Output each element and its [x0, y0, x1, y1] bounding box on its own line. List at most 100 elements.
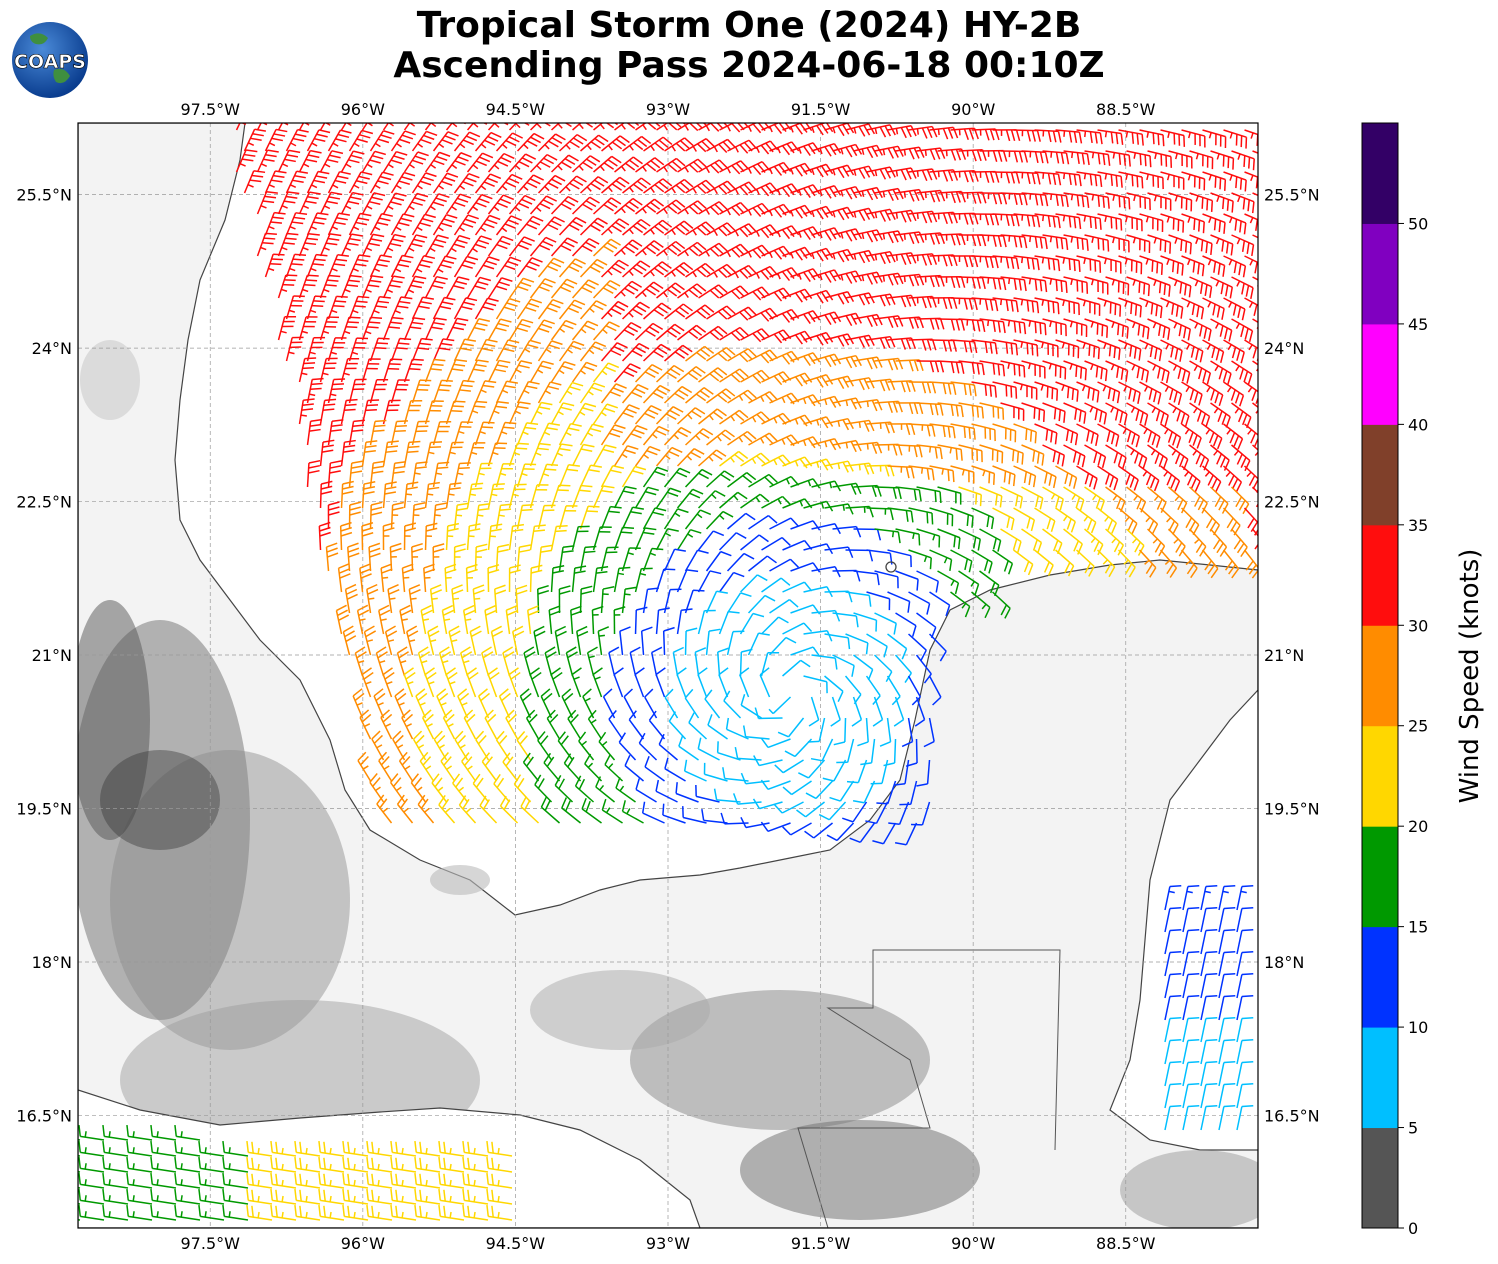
barb-shaft	[382, 234, 396, 257]
barb-half-flag	[607, 228, 613, 234]
barb-flag	[355, 221, 368, 226]
barb-flag	[1097, 152, 1101, 165]
barb-half-flag	[353, 184, 360, 189]
barb-half-flag	[798, 189, 802, 196]
barb-shaft	[424, 151, 440, 173]
barb-flag	[245, 113, 256, 115]
barb-half-flag	[1049, 236, 1053, 243]
barb-half-flag	[811, 210, 815, 218]
barb-flag	[269, 262, 282, 266]
barb-shaft	[740, 244, 763, 257]
barb-flag	[560, 203, 572, 210]
barb-flag	[353, 150, 365, 155]
barb-shaft	[340, 192, 354, 215]
barb-flag	[1107, 197, 1110, 209]
wind-barb	[656, 240, 686, 257]
barb-half-flag	[331, 226, 339, 231]
barb-flag	[926, 126, 933, 139]
barb-flag	[307, 195, 319, 200]
barb-half-flag	[882, 233, 886, 240]
barb-flag	[939, 147, 946, 159]
barb-flag	[1073, 131, 1078, 144]
barb-flag	[401, 176, 413, 181]
wind-barb	[390, 130, 416, 152]
barb-flag	[373, 192, 386, 197]
barb-flag	[679, 140, 690, 149]
barb-flag	[1247, 199, 1250, 212]
barb-flag	[437, 115, 448, 119]
wind-barb	[1126, 234, 1151, 254]
barb-shaft	[298, 191, 311, 215]
barb-flag	[437, 234, 449, 239]
barb-half-flag	[903, 275, 906, 283]
barb-half-flag	[819, 148, 823, 155]
barb-shaft	[445, 152, 462, 173]
wind-barb	[306, 253, 328, 278]
barb-flag	[803, 229, 811, 240]
barb-flag	[328, 196, 341, 200]
barb-flag	[984, 384, 988, 396]
wind-barb	[853, 186, 883, 201]
barb-flag	[1026, 257, 1030, 270]
barb-flag	[910, 125, 917, 137]
barb-flag	[569, 114, 579, 120]
barb-flag	[380, 134, 392, 140]
barb-shaft	[803, 163, 827, 173]
wind-barb	[558, 175, 587, 194]
wind-barb	[1147, 192, 1172, 211]
barb-flag	[283, 242, 295, 245]
barb-half-flag	[650, 229, 655, 235]
barb-shaft	[277, 233, 288, 257]
barb-shaft	[992, 213, 1017, 216]
barb-shaft	[572, 123, 582, 131]
barb-flag	[1184, 241, 1188, 253]
barb-flag	[1010, 257, 1015, 269]
barb-half-flag	[353, 142, 360, 148]
barb-shaft	[874, 145, 899, 152]
barb-flag	[871, 230, 879, 242]
barb-flag	[368, 242, 380, 247]
barb-flag	[624, 204, 636, 213]
wind-barb	[1105, 192, 1131, 210]
barb-flag	[523, 236, 535, 242]
wind-barb	[580, 134, 609, 152]
barb-flag	[575, 216, 587, 224]
barb-shaft	[1055, 255, 1080, 262]
barb-half-flag	[1208, 216, 1212, 224]
barb-flag	[1139, 305, 1142, 318]
barb-shaft	[340, 233, 353, 257]
barb-shaft	[845, 249, 870, 257]
barb-flag	[482, 152, 494, 159]
barb-shaft	[1000, 192, 1025, 195]
wind-barb	[790, 142, 821, 156]
barb-shaft	[516, 174, 534, 194]
barb-flag	[824, 188, 832, 199]
barb-flag	[524, 194, 536, 201]
barb-shaft	[1000, 234, 1025, 238]
barb-flag	[929, 191, 936, 203]
barb-flag	[372, 233, 385, 238]
barb-shaft	[1126, 192, 1151, 200]
barb-half-flag	[747, 209, 752, 216]
barb-flag	[675, 199, 686, 208]
barb-half-flag	[734, 188, 739, 195]
barb-flag	[866, 147, 874, 159]
barb-flag	[440, 111, 451, 115]
barb-shaft	[635, 157, 656, 173]
barb-half-flag	[345, 163, 352, 168]
barb-flag	[921, 254, 928, 266]
barb-flag	[302, 367, 314, 370]
barb-half-flag	[1050, 193, 1053, 201]
barb-flag	[1057, 216, 1061, 229]
map-area	[78, 111, 1258, 1228]
barb-flag	[496, 202, 508, 209]
barb-flag	[520, 240, 532, 246]
barb-shaft	[1244, 213, 1258, 221]
barb-flag	[475, 201, 487, 208]
barb-half-flag	[1250, 132, 1254, 139]
barb-flag	[824, 146, 832, 157]
barb-flag	[328, 274, 341, 278]
barb-flag	[740, 202, 750, 212]
barb-shaft	[845, 165, 869, 173]
barb-flag	[804, 163, 813, 174]
